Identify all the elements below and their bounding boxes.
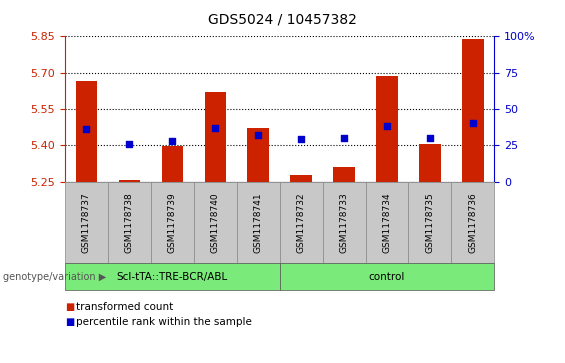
Text: GSM1178732: GSM1178732	[297, 192, 306, 253]
Point	[383, 123, 392, 129]
Text: GSM1178741: GSM1178741	[254, 192, 263, 253]
Text: GSM1178737: GSM1178737	[82, 192, 91, 253]
Text: GSM1178734: GSM1178734	[383, 192, 392, 253]
Bar	[76, 81, 97, 182]
Point	[82, 126, 91, 132]
Text: control: control	[369, 272, 405, 282]
Text: GSM1178735: GSM1178735	[425, 192, 434, 253]
Text: GSM1178739: GSM1178739	[168, 192, 177, 253]
Text: GSM1178736: GSM1178736	[468, 192, 477, 253]
Bar	[290, 175, 312, 182]
Bar	[462, 39, 484, 182]
Text: GSM1178740: GSM1178740	[211, 192, 220, 253]
Bar	[247, 128, 269, 182]
Point	[425, 135, 434, 141]
Text: GDS5024 / 10457382: GDS5024 / 10457382	[208, 13, 357, 27]
Text: genotype/variation ▶: genotype/variation ▶	[3, 272, 106, 282]
Bar	[376, 76, 398, 182]
Text: ScI-tTA::TRE-BCR/ABL: ScI-tTA::TRE-BCR/ABL	[117, 272, 228, 282]
Point	[211, 125, 220, 131]
Text: GSM1178738: GSM1178738	[125, 192, 134, 253]
Text: percentile rank within the sample: percentile rank within the sample	[76, 317, 252, 327]
Point	[125, 141, 134, 147]
Point	[297, 136, 306, 142]
Point	[340, 135, 349, 141]
Point	[168, 138, 177, 144]
Text: GSM1178733: GSM1178733	[340, 192, 349, 253]
Text: ■: ■	[65, 302, 74, 312]
Bar	[419, 144, 441, 182]
Bar	[119, 180, 140, 182]
Bar	[333, 167, 355, 182]
Bar	[205, 92, 226, 182]
Text: transformed count: transformed count	[76, 302, 173, 312]
Bar	[162, 146, 183, 182]
Point	[254, 132, 263, 138]
Point	[468, 121, 477, 126]
Text: ■: ■	[65, 317, 74, 327]
